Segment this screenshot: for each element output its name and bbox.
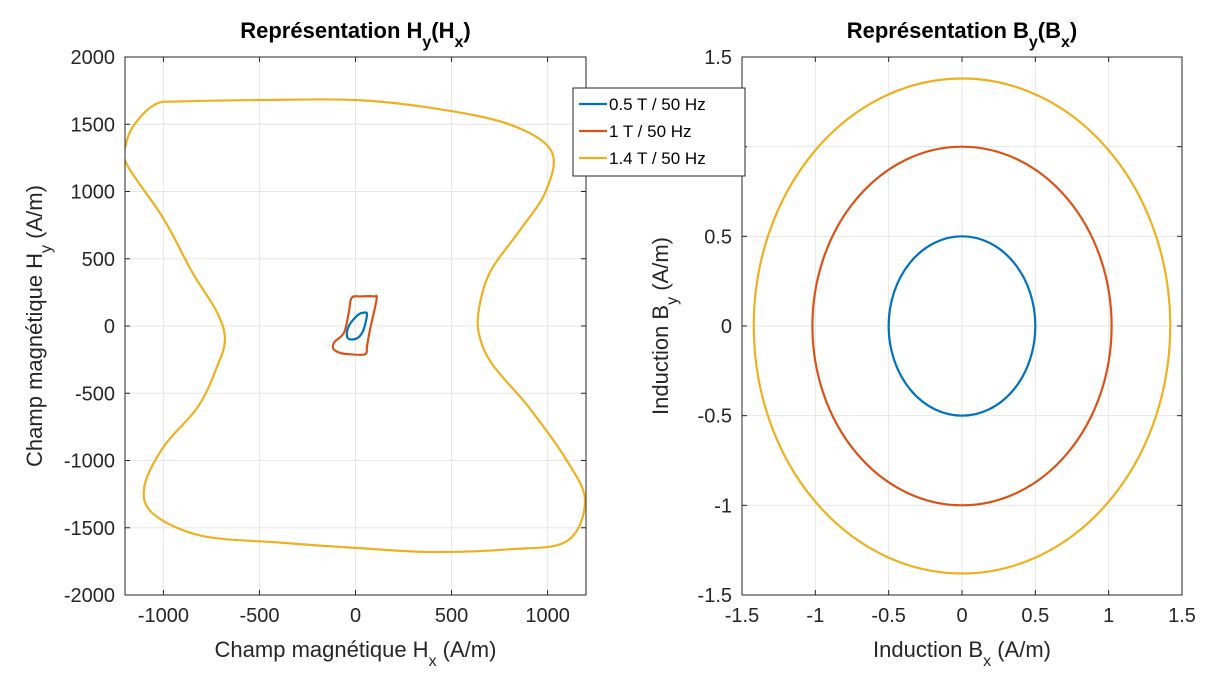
legend: 0.5 T / 50 Hz 1 T / 50 Hz 1.4 T / 50 Hz <box>572 87 746 177</box>
x-tick-label: 0 <box>350 605 361 627</box>
x-tick-label: 0.5 <box>1021 605 1049 627</box>
y-tick-label: -1000 <box>64 451 115 473</box>
plot-hy-hx: -1000 -500 0 500 1000 -2000 -1500 -1000 -500 0 500… <box>22 18 587 670</box>
series-line-0 <box>345 311 369 341</box>
series-line-1 <box>331 294 378 356</box>
x-tick-label: 1000 <box>525 605 570 627</box>
x-tick-label: -0.5 <box>871 605 905 627</box>
chart-title: Représentation Hy(Hx) <box>240 18 471 51</box>
series-group <box>752 77 1172 575</box>
y-tick-label: -500 <box>75 383 115 405</box>
x-tick-label: 0 <box>956 605 967 627</box>
x-tick-label: 500 <box>435 605 468 627</box>
legend-label-2: 1.4 T / 50 Hz <box>609 149 706 168</box>
y-tick-label: 500 <box>82 249 115 271</box>
y-tick-label: 2000 <box>71 47 116 69</box>
x-tick-label: -1.5 <box>725 605 759 627</box>
series-line-1 <box>811 145 1113 507</box>
chart-title: Représentation By(Bx) <box>847 18 1078 51</box>
y-axis-label: Champ magnétique Hy (A/m) <box>22 185 55 467</box>
y-tick-label: -2000 <box>64 585 115 607</box>
legend-label-1: 1 T / 50 Hz <box>609 122 692 141</box>
y-tick-label: 0.5 <box>704 226 732 248</box>
x-tick-label: 1.5 <box>1168 605 1196 627</box>
y-tick-label: -1.5 <box>698 585 732 607</box>
series-line-0 <box>887 235 1037 417</box>
y-tick-label: 1.5 <box>704 47 732 69</box>
legend-label-0: 0.5 T / 50 Hz <box>609 95 706 114</box>
y-tick-label: -1500 <box>64 518 115 540</box>
plot-by-bx: -1.5-1-0.500.511.5-1.5-1-0.500.511.5Repr… <box>648 18 1196 670</box>
x-tick-label: 1 <box>1103 605 1114 627</box>
x-tick-label: -500 <box>239 605 279 627</box>
series-group <box>125 98 586 554</box>
y-tick-label: -1 <box>714 495 732 517</box>
x-axis-label: Induction Bx (A/m) <box>873 637 1051 670</box>
y-tick-label: 1000 <box>71 182 116 204</box>
y-axis-label: Induction By (A/m) <box>648 237 681 415</box>
y-tick-label: 1500 <box>71 114 116 136</box>
series-line-2 <box>125 98 586 554</box>
x-axis-label: Champ magnétique Hx (A/m) <box>215 637 497 670</box>
x-tick-label: -1 <box>806 605 824 627</box>
y-tick-label: -0.5 <box>698 406 732 428</box>
y-tick-label: 0 <box>104 316 115 338</box>
series-line-2 <box>752 77 1172 575</box>
x-tick-label: -1000 <box>138 605 189 627</box>
y-tick-label: 0 <box>721 316 732 338</box>
